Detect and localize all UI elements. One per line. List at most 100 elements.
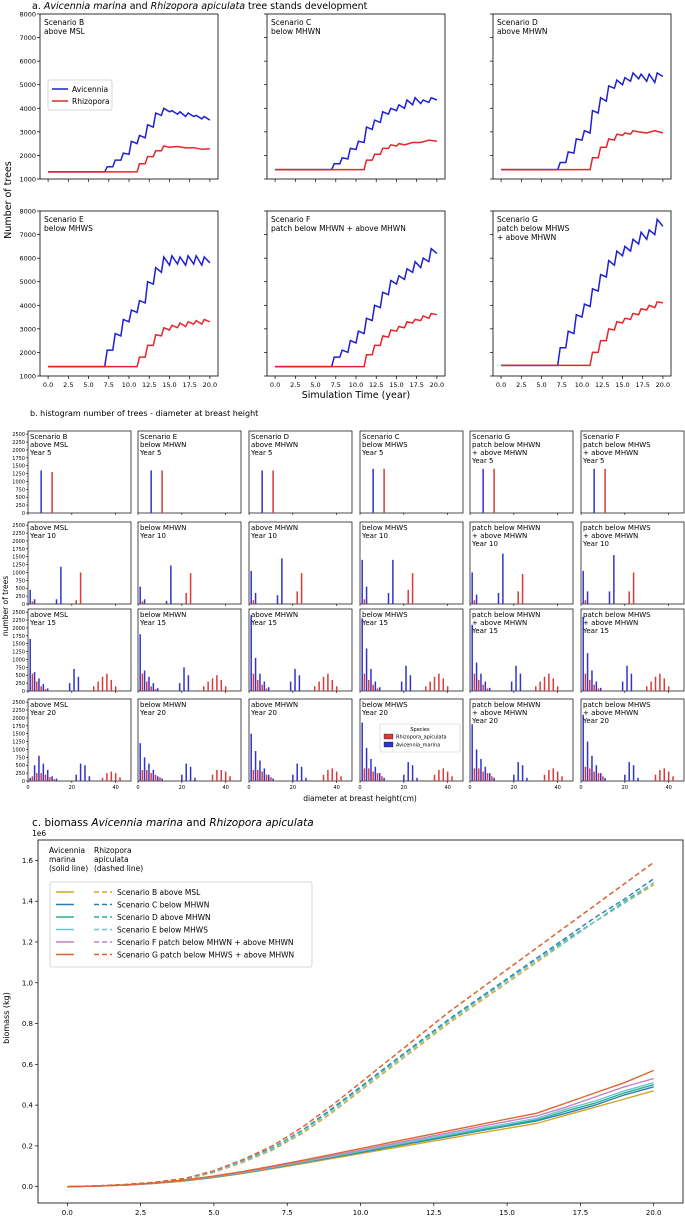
plot-frame	[580, 608, 685, 692]
rhizopora-bar	[261, 771, 263, 781]
cell-label: + above MHWN	[472, 709, 527, 717]
cell-label: patch below MHWN	[472, 701, 540, 709]
rhizopora-bar	[257, 769, 259, 781]
rhizopora-bar	[372, 684, 374, 691]
x-tick-label: 20	[290, 785, 296, 791]
rhizopora-bar	[645, 686, 648, 691]
y-tick-label: 2500	[12, 700, 25, 706]
avicennia-bar	[488, 773, 491, 781]
y-tick-label: 0	[22, 602, 25, 608]
x-tick-label: 20	[622, 785, 628, 791]
avicennia-bar	[294, 668, 296, 691]
y-tick-label: 0.2	[22, 1142, 33, 1150]
cell-label: Year 10	[250, 532, 277, 540]
x-tick-label: 17.5	[573, 1209, 589, 1217]
rhizopora-bar	[265, 774, 268, 781]
scenario-label: above MHWN	[497, 27, 548, 36]
avicennia-bar	[582, 616, 584, 691]
x-tick-label: 7.5	[331, 381, 341, 389]
y-tick-label: 1.4	[22, 898, 34, 906]
rhizopora-bar	[44, 774, 47, 781]
avicennia-bar	[471, 724, 473, 781]
rhizopora-bar	[521, 574, 524, 604]
avicennia-bar	[161, 778, 163, 781]
rhizopora-bar	[331, 679, 334, 691]
y-tick-label: 2250	[12, 708, 25, 714]
rhizopora-bar	[141, 769, 144, 781]
y-tick-label: 3000	[19, 128, 36, 136]
cell-label: patch below MHWS	[583, 441, 651, 449]
scenario-label: Scenario G	[497, 215, 538, 224]
avicennia-bar	[591, 670, 593, 691]
y-tick-label: 1.6	[22, 857, 34, 865]
cell-label: Scenario C	[362, 433, 400, 441]
avicennia-bar	[591, 755, 593, 781]
avicennia-bar	[372, 468, 374, 513]
x-tick-label: 5.0	[536, 381, 546, 389]
avicennia-biomass-line	[67, 1069, 654, 1188]
plot-frame	[469, 521, 574, 605]
avicennia-bar	[497, 592, 500, 604]
x-tick-label: 12.5	[595, 381, 609, 389]
scenario-label: patch below MHWS	[497, 224, 570, 233]
avicennia-line	[48, 253, 211, 368]
x-tick-label: 0	[358, 785, 361, 791]
legend-swatch	[383, 741, 394, 748]
y-tick-label: 750	[15, 755, 25, 761]
cell-label: patch below MHWS	[583, 701, 651, 709]
cell-label: Year 10	[361, 532, 388, 540]
rhizopora-bar	[584, 673, 587, 691]
rhizopora-bar	[552, 768, 555, 781]
x-tick-label: 10.0	[353, 1209, 369, 1217]
avicennia-bar	[599, 773, 602, 781]
legend-box	[49, 881, 313, 968]
cell-label: Year 5	[29, 449, 52, 457]
cell-label: below MHWN	[140, 701, 186, 709]
avicennia-bar	[370, 758, 372, 781]
x-tick-label: 5.0	[83, 381, 93, 389]
cell-label: Scenario G	[472, 433, 510, 441]
legend-label: Rhizopora	[72, 97, 110, 106]
x-tick-label: 40	[444, 785, 450, 791]
cell-label: patch below MHWN	[472, 524, 540, 532]
rhizopora-line	[48, 318, 211, 368]
panel-b-legend: Species Rhizopora_apiculata Avicennia_mari…	[379, 723, 461, 753]
legend-label: Avicennia_marina	[396, 743, 440, 749]
x-tick-label: 17.5	[409, 381, 423, 389]
panel-c-ylabel: biomass (kg)	[2, 992, 11, 1044]
x-tick-label: 20.0	[430, 381, 444, 389]
rhizopora-bar	[119, 777, 121, 781]
x-tick-label: 12.5	[426, 1209, 442, 1217]
avicennia-bar	[254, 592, 257, 604]
y-tick-label: 500	[15, 763, 25, 769]
avicennia-bar	[475, 662, 478, 691]
y-tick-label: 1500	[12, 642, 25, 648]
avicennia-bar	[374, 766, 377, 781]
rhizopora-bar	[110, 771, 113, 781]
legend-header-dashed: (dashed line)	[94, 864, 143, 873]
y-tick-label: 2500	[12, 432, 25, 438]
rhizopora-bar	[593, 684, 595, 691]
rhizopora-bar	[106, 673, 108, 691]
rhizopora-line	[501, 300, 664, 367]
y-tick-label: 1750	[12, 634, 25, 640]
cell-label: Year 5	[139, 449, 162, 457]
rhizopora-bar	[220, 679, 223, 691]
x-tick-label: 0	[468, 785, 471, 791]
avicennia-bar	[604, 777, 606, 781]
rhizopora-bar	[327, 673, 329, 691]
rhizopora-bar	[224, 771, 227, 781]
x-tick-label: 20.0	[646, 1209, 662, 1217]
plot-frame	[27, 521, 132, 605]
y-tick-label: 2000	[12, 448, 25, 454]
avicennia-bar	[77, 676, 80, 691]
cell-label: Year 20	[471, 717, 498, 725]
avicennia-bar	[365, 586, 368, 604]
avicennia-bar	[263, 681, 266, 691]
avicennia-bar	[139, 634, 141, 691]
cell-label: patch below MHWN	[472, 611, 540, 619]
rhizopora-bar	[543, 676, 546, 691]
rhizopora-bar	[150, 686, 152, 691]
